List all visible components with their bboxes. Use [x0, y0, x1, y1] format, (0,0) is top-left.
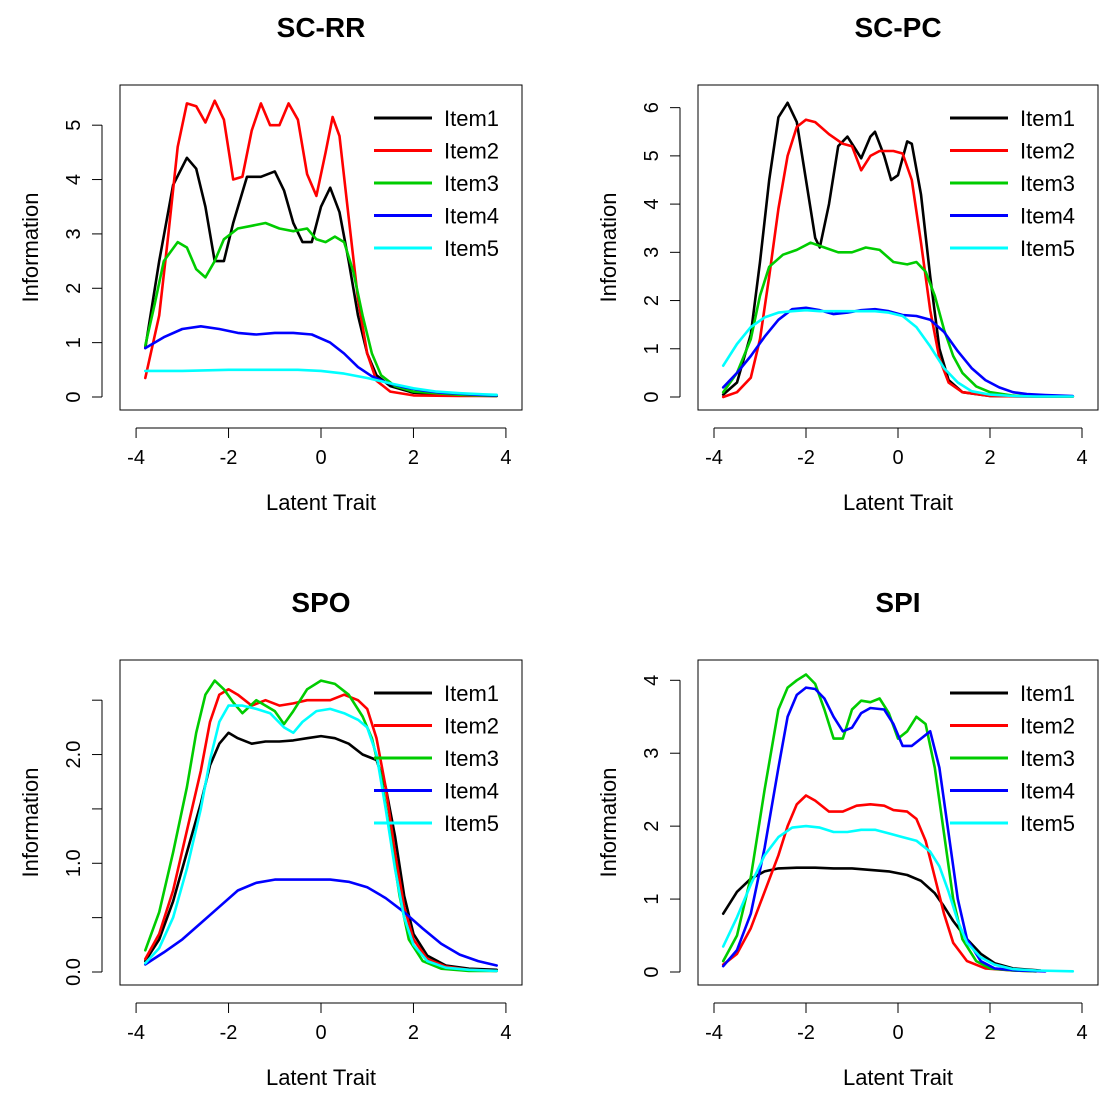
y-tick-label: 2 — [641, 821, 663, 832]
x-tick-label: 2 — [408, 1022, 419, 1044]
series-line-item4 — [144, 324, 499, 397]
x-tick-label: 2 — [984, 1022, 995, 1044]
x-tick-label: 0 — [892, 1022, 903, 1044]
x-tick-label: 4 — [500, 447, 511, 469]
legend-label: Item4 — [1020, 204, 1075, 229]
legend-label: Item5 — [444, 236, 499, 261]
legend-label: Item3 — [1020, 171, 1075, 196]
x-tick-label: -2 — [797, 447, 815, 469]
legend-label: Item5 — [1020, 811, 1075, 836]
legend-label: Item1 — [444, 681, 499, 706]
series-line-item5 — [144, 368, 499, 397]
series-line-item1 — [721, 866, 1042, 972]
y-tick-label: 4 — [63, 174, 85, 185]
legend-label: Item1 — [1020, 106, 1075, 131]
y-tick-label: 1 — [63, 337, 85, 348]
x-tick-label: -4 — [127, 1022, 145, 1044]
legend-label: Item4 — [444, 779, 499, 804]
legend-label: Item5 — [1020, 236, 1075, 261]
series-line-item4 — [144, 878, 499, 967]
chart-panel-4: SPI -4 -2 0 2 4 Latent Trait 0 1 2 3 4 Information It… — [596, 587, 1099, 1090]
y-tick-label: 4 — [641, 199, 663, 210]
x-axis-label: Latent Trait — [843, 490, 953, 515]
y-tick-label: 0 — [641, 391, 663, 402]
series-line-item5 — [721, 308, 1075, 398]
x-tick-label: 4 — [1076, 447, 1087, 469]
y-tick-label: 0 — [63, 391, 85, 402]
x-tick-label: 0 — [892, 447, 903, 469]
legend-label: Item4 — [444, 204, 499, 229]
series-line-item5 — [721, 824, 1075, 973]
y-tick-label: 5 — [641, 150, 663, 161]
plot-frame — [697, 659, 1099, 986]
plot-frame — [697, 84, 1099, 411]
chart-title: SPI — [875, 587, 920, 618]
x-axis-label: Latent Trait — [843, 1065, 953, 1090]
y-tick-label: 0 — [641, 966, 663, 977]
y-tick-label: 2 — [641, 295, 663, 306]
legend-label: Item3 — [444, 171, 499, 196]
x-tick-label: 2 — [984, 447, 995, 469]
x-tick-label: -2 — [220, 447, 238, 469]
x-tick-label: -4 — [127, 447, 145, 469]
legend-label: Item1 — [444, 106, 499, 131]
x-tick-label: -2 — [220, 1022, 238, 1044]
chart-title: SC-RR — [277, 12, 366, 43]
x-axis-label: Latent Trait — [266, 490, 376, 515]
y-tick-label: 1 — [641, 894, 663, 905]
plot-frame — [119, 84, 523, 411]
series-line-item4 — [721, 306, 1075, 398]
series-line-item5 — [144, 704, 499, 973]
y-tick-label: 5 — [63, 120, 85, 131]
y-tick-label: 6 — [641, 102, 663, 113]
x-tick-label: 2 — [408, 447, 419, 469]
y-tick-label: 0.0 — [63, 958, 85, 986]
legend-label: Item2 — [1020, 714, 1075, 739]
x-tick-label: 0 — [315, 447, 326, 469]
chart-title: SC-PC — [854, 12, 941, 43]
chart-panel-3: SPO -4 -2 0 2 4 Latent Trait 0.0 1.0 2.0 Informati… — [18, 587, 523, 1090]
y-tick-label: 3 — [63, 228, 85, 239]
x-tick-label: -4 — [705, 447, 723, 469]
x-tick-label: 4 — [500, 1022, 511, 1044]
legend-label: Item1 — [1020, 681, 1075, 706]
legend-label: Item2 — [444, 714, 499, 739]
x-tick-label: 4 — [1076, 1022, 1087, 1044]
y-tick-label: 3 — [641, 247, 663, 258]
legend-label: Item5 — [444, 811, 499, 836]
x-tick-label: -2 — [797, 1022, 815, 1044]
y-axis-label: Information — [596, 767, 621, 877]
legend-label: Item3 — [444, 746, 499, 771]
series-line-item2 — [144, 687, 499, 973]
chart-title: SPO — [291, 587, 350, 618]
series-line-item2 — [144, 99, 499, 398]
y-axis-label: Information — [18, 192, 43, 302]
series-line-item3 — [144, 221, 499, 398]
x-tick-label: -4 — [705, 1022, 723, 1044]
x-tick-label: 0 — [315, 1022, 326, 1044]
y-tick-label: 1 — [641, 343, 663, 354]
y-axis-label: Information — [18, 767, 43, 877]
y-axis-label: Information — [596, 192, 621, 302]
legend-label: Item2 — [1020, 139, 1075, 164]
y-tick-label: 3 — [641, 748, 663, 759]
chart-panel-1: SC-RR -4 -2 0 2 4 Latent Trait 0 1 2 3 4 5 Informatio… — [18, 12, 523, 515]
series-line-item2 — [721, 118, 1075, 399]
legend-label: Item3 — [1020, 746, 1075, 771]
y-tick-label: 2.0 — [63, 741, 85, 769]
y-tick-label: 4 — [641, 675, 663, 686]
legend-label: Item2 — [444, 139, 499, 164]
series-line-item3 — [721, 241, 1075, 398]
x-axis-label: Latent Trait — [266, 1065, 376, 1090]
y-tick-label: 1.0 — [63, 849, 85, 877]
chart-panel-2: SC-PC -4 -2 0 2 4 Latent Trait 0 1 2 3 4 5 6 Informati… — [596, 12, 1099, 515]
y-tick-label: 2 — [63, 283, 85, 294]
plot-frame — [119, 659, 523, 986]
series-line-item2 — [721, 794, 1038, 973]
legend-label: Item4 — [1020, 779, 1075, 804]
series-line-item1 — [721, 101, 1075, 398]
series-line-item4 — [721, 686, 1047, 973]
